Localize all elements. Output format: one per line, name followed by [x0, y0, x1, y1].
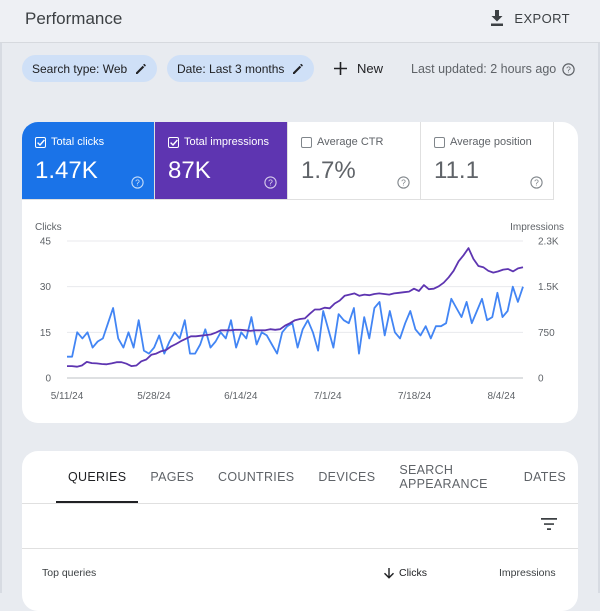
- metric-label: Average CTR: [317, 136, 384, 148]
- page-header: Performance EXPORT: [0, 0, 600, 43]
- column-header-clicks-label: Clicks: [399, 567, 427, 579]
- series-line-total-clicks: [67, 285, 524, 358]
- checkbox-unchecked-icon[interactable]: [301, 136, 312, 148]
- x-tick: 5/28/24: [137, 391, 171, 402]
- y-tick-right: 750: [538, 328, 555, 339]
- metric-average-ctr[interactable]: Average CTR 1.7% ?: [288, 122, 421, 200]
- edit-icon: [293, 63, 304, 74]
- checkbox-unchecked-icon[interactable]: [434, 136, 445, 148]
- metric-label: Total impressions: [184, 136, 269, 148]
- metric-value: 1.7%: [301, 157, 356, 184]
- tab-pages[interactable]: PAGES: [150, 470, 195, 484]
- filter-bar: Search type: Web Date: Last 3 months New…: [0, 55, 600, 85]
- tab-devices[interactable]: DEVICES: [318, 470, 376, 484]
- svg-text:?: ?: [401, 178, 406, 188]
- metric-label-row: Total impressions: [168, 136, 269, 148]
- toolbar-divider: [22, 548, 578, 549]
- column-header-impressions[interactable]: Impressions: [499, 567, 556, 579]
- checkbox-checked-icon[interactable]: [168, 136, 179, 148]
- report-tabs: QUERIES PAGES COUNTRIES DEVICES SEARCH A…: [56, 451, 578, 503]
- help-icon[interactable]: ?: [562, 62, 575, 76]
- x-tick: 6/14/24: [224, 391, 258, 402]
- metric-label: Total clicks: [51, 136, 105, 148]
- arrow-down-icon: [384, 567, 394, 579]
- metric-average-position[interactable]: Average position 11.1 ?: [421, 122, 554, 200]
- new-filter-button[interactable]: New: [334, 61, 383, 76]
- metric-value: 87K: [168, 157, 211, 184]
- new-filter-label: New: [357, 61, 384, 76]
- tabs-divider: [22, 503, 578, 504]
- filter-list-icon[interactable]: [541, 518, 557, 530]
- metric-total-clicks[interactable]: Total clicks 1.47K ?: [22, 122, 155, 200]
- edit-icon: [136, 63, 146, 74]
- svg-text:?: ?: [534, 178, 539, 188]
- y-axis-left-label: Clicks: [35, 222, 62, 233]
- tab-countries[interactable]: COUNTRIES: [218, 470, 295, 484]
- tab-dates[interactable]: DATES: [523, 470, 566, 484]
- last-updated: Last updated: 2 hours ago ?: [411, 62, 575, 76]
- date-filter-label: Date: Last 3 months: [177, 61, 285, 76]
- last-updated-text: Last updated: 2 hours ago: [411, 62, 557, 76]
- date-filter-chip[interactable]: Date: Last 3 months: [167, 55, 315, 82]
- export-label: EXPORT: [514, 10, 570, 26]
- column-header-query[interactable]: Top queries: [42, 567, 97, 579]
- y-axis-right-label: Impressions: [510, 222, 564, 233]
- help-icon[interactable]: ?: [530, 176, 543, 189]
- y-tick-right: 0: [538, 374, 544, 385]
- y-tick-left: 15: [40, 328, 52, 339]
- metric-total-impressions[interactable]: Total impressions 87K ?: [155, 122, 288, 200]
- performance-card: Total clicks 1.47K ? Total impressions 8…: [22, 122, 578, 423]
- y-tick-right: 2.3K: [538, 237, 559, 248]
- tab-search-appearance[interactable]: SEARCH APPEARANCE: [399, 463, 488, 491]
- export-button[interactable]: EXPORT: [490, 10, 570, 26]
- y-tick-left: 0: [45, 374, 51, 385]
- metric-label-row: Average position: [434, 136, 532, 148]
- x-tick: 7/18/24: [398, 391, 432, 402]
- metric-label-row: Average CTR: [301, 136, 383, 148]
- download-icon: [491, 10, 504, 26]
- metric-value: 11.1: [434, 157, 479, 184]
- x-tick: 8/4/24: [487, 391, 515, 402]
- help-icon[interactable]: ?: [397, 176, 410, 189]
- help-icon[interactable]: ?: [264, 176, 277, 189]
- metric-label: Average position: [450, 136, 532, 148]
- search-type-label: Search type: Web: [32, 61, 128, 76]
- x-tick: 5/11/24: [51, 391, 84, 402]
- search-type-filter-chip[interactable]: Search type: Web: [22, 55, 158, 82]
- checkbox-checked-icon[interactable]: [35, 136, 46, 148]
- metric-value: 1.47K: [35, 157, 98, 184]
- column-header-clicks[interactable]: Clicks: [384, 567, 427, 579]
- table-card: QUERIES PAGES COUNTRIES DEVICES SEARCH A…: [22, 451, 578, 611]
- help-icon[interactable]: ?: [131, 176, 144, 189]
- svg-text:?: ?: [268, 178, 273, 188]
- y-tick-left: 30: [40, 282, 52, 293]
- plus-icon: [334, 62, 347, 75]
- svg-text:?: ?: [135, 178, 140, 188]
- series-line-total-impressions: [67, 247, 524, 368]
- metric-label-row: Total clicks: [35, 136, 104, 148]
- y-tick-right: 1.5K: [538, 282, 559, 293]
- x-tick: 7/1/24: [314, 391, 342, 402]
- y-tick-left: 45: [40, 237, 52, 248]
- tab-queries[interactable]: QUERIES: [56, 451, 139, 503]
- svg-text:?: ?: [566, 64, 571, 74]
- page-title: Performance: [25, 9, 123, 28]
